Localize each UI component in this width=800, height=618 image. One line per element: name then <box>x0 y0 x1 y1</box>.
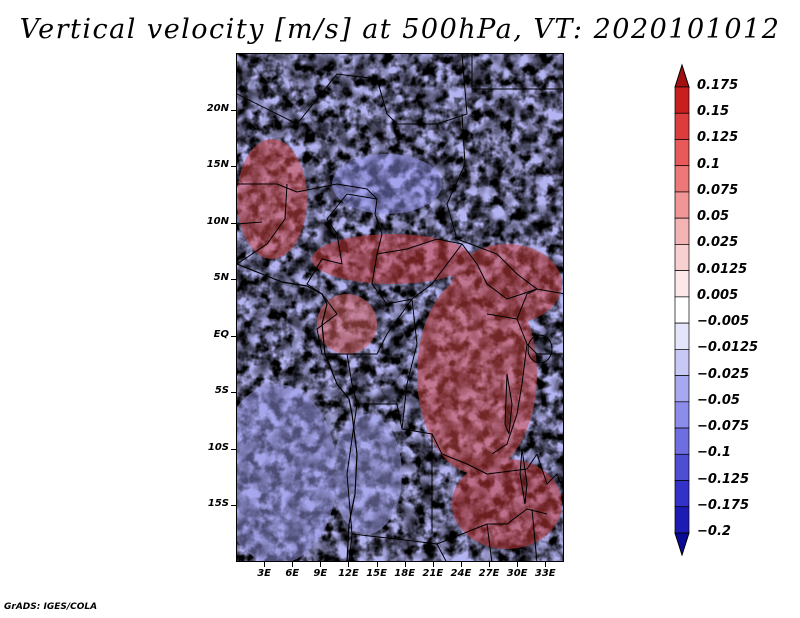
colorbar-segment <box>674 217 690 245</box>
velocity-field-map <box>237 54 563 561</box>
country-borders <box>237 54 563 561</box>
colorbar-segment <box>674 270 690 298</box>
lon-tick <box>320 562 322 567</box>
lat-tick <box>231 109 236 111</box>
lon-label: 30E <box>506 568 528 579</box>
coastline <box>237 263 358 561</box>
colorbar-label: 0.175 <box>697 78 739 93</box>
lon-label: 3E <box>257 568 271 579</box>
colorbar <box>674 63 690 557</box>
lat-label: 20N <box>206 102 229 114</box>
colorbar-segment <box>674 165 690 193</box>
lat-label: 15N <box>206 159 229 171</box>
colorbar-label: 0.05 <box>697 209 730 225</box>
lat-label: 10N <box>206 215 229 227</box>
lat-tick <box>231 222 236 224</box>
lat-label: 10S <box>207 441 229 453</box>
colorbar-segment <box>674 506 690 534</box>
colorbar-min-arrow <box>674 532 690 557</box>
lon-tick <box>264 562 266 567</box>
colorbar-segment <box>674 349 690 376</box>
lon-tick <box>348 562 350 567</box>
lon-tick <box>545 562 547 567</box>
colorbar-label: −0.0125 <box>697 340 759 356</box>
colorbar-segment <box>674 375 690 403</box>
colorbar-segment <box>674 244 690 271</box>
lat-tick <box>231 335 236 337</box>
lat-label: EQ <box>213 328 229 340</box>
colorbar-label: 0.025 <box>697 235 739 251</box>
colorbar-segment <box>674 86 690 114</box>
colorbar-segment <box>674 139 690 167</box>
lon-label: 6E <box>285 568 300 579</box>
lat-tick <box>231 166 236 168</box>
colorbar-segment <box>674 480 690 508</box>
lon-tick <box>460 562 462 567</box>
colorbar-label: −0.175 <box>697 497 750 513</box>
lakes <box>504 334 553 505</box>
lon-tick <box>376 562 378 567</box>
lon-tick <box>489 562 491 567</box>
colorbar-label: −0.075 <box>697 419 750 435</box>
lon-tick <box>517 562 519 567</box>
colorbar-label: −0.05 <box>697 392 740 408</box>
colorbar-segment <box>674 453 690 481</box>
lon-tick <box>404 562 406 567</box>
lat-label: 15S <box>207 498 229 510</box>
lon-label: 27E <box>478 568 500 579</box>
colorbar-label: −0.005 <box>697 314 750 330</box>
colorbar-segment <box>674 322 690 350</box>
colorbar-label: −0.025 <box>697 366 750 382</box>
lat-tick <box>231 392 236 394</box>
colorbar-label: −0.125 <box>697 471 750 487</box>
chart-title: Vertical velocity [m/s] at 500hPa, VT: 2… <box>19 14 781 45</box>
colorbar-label: 0.075 <box>697 182 739 198</box>
colorbar-label: 0.005 <box>697 287 739 303</box>
lat-tick <box>231 279 236 281</box>
lon-label: 12E <box>338 568 359 579</box>
lat-tick <box>231 448 236 450</box>
colorbar-label: 0.125 <box>697 130 739 146</box>
colorbar-segment <box>674 191 690 219</box>
colorbar-label: −0.2 <box>697 524 731 539</box>
colorbar-label: 0.15 <box>697 104 730 120</box>
colorbar-segment <box>674 427 690 455</box>
lat-tick <box>231 505 236 507</box>
lon-label: 24E <box>450 568 472 579</box>
convective-region <box>237 139 562 549</box>
colorbar-label: −0.1 <box>697 445 731 461</box>
lon-tick <box>292 562 294 567</box>
lon-label: 18E <box>394 568 416 579</box>
colorbar-segment <box>674 401 690 429</box>
lon-label: 15E <box>366 568 387 579</box>
colorbar-max-arrow <box>674 63 690 88</box>
credit-text: GrADS: IGES/COLA <box>4 602 98 612</box>
lon-tick <box>432 562 434 567</box>
lat-label: 5S <box>214 385 229 397</box>
colorbar-segment <box>674 296 690 324</box>
lat-label: 5N <box>213 272 229 284</box>
map-frame <box>236 53 564 562</box>
lon-label: 21E <box>422 568 444 579</box>
lon-label: 33E <box>534 568 556 579</box>
colorbar-label: 0.1 <box>697 156 721 172</box>
colorbar-label: 0.0125 <box>697 261 748 277</box>
lon-label: 9E <box>313 568 328 579</box>
colorbar-segment <box>674 112 690 140</box>
